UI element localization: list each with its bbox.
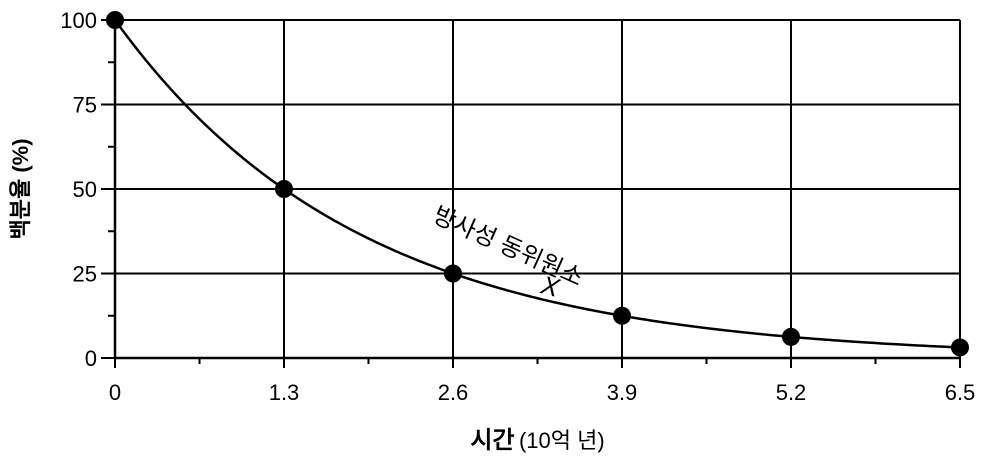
x-axis-label-unit: (10억 년) bbox=[519, 428, 605, 453]
y-tick-label: 25 bbox=[73, 262, 97, 287]
x-tick-label: 0 bbox=[109, 380, 121, 405]
data-point bbox=[275, 180, 293, 198]
x-axis-label-main: 시간 bbox=[470, 427, 514, 454]
data-point bbox=[782, 327, 800, 346]
y-axis-label: 백분율 (%) bbox=[8, 138, 33, 239]
axes bbox=[101, 19, 961, 368]
data-point bbox=[951, 338, 969, 357]
y-tick-label: 100 bbox=[60, 8, 97, 33]
data-point bbox=[613, 306, 631, 325]
y-tick-label: 75 bbox=[73, 93, 97, 118]
x-tick-label: 1.3 bbox=[269, 380, 300, 405]
grid bbox=[114, 19, 961, 359]
x-tick-label: 6.5 bbox=[945, 380, 976, 405]
x-tick-label: 3.9 bbox=[607, 380, 638, 405]
x-tick-label: 5.2 bbox=[776, 380, 807, 405]
data-points bbox=[106, 11, 969, 357]
y-tick-label: 50 bbox=[73, 177, 97, 202]
y-tick-label: 0 bbox=[85, 346, 97, 371]
decay-curve bbox=[113, 19, 961, 349]
decay-curve-path bbox=[113, 19, 961, 349]
data-point bbox=[106, 11, 124, 29]
x-tick-label: 2.6 bbox=[438, 380, 469, 405]
x-axis-label: 시간 (10억 년) bbox=[470, 427, 604, 454]
data-point bbox=[444, 264, 462, 283]
tick-labels: 0 25 50 75 100 0 1.3 2.6 3.9 5.2 6.5 bbox=[60, 8, 975, 405]
